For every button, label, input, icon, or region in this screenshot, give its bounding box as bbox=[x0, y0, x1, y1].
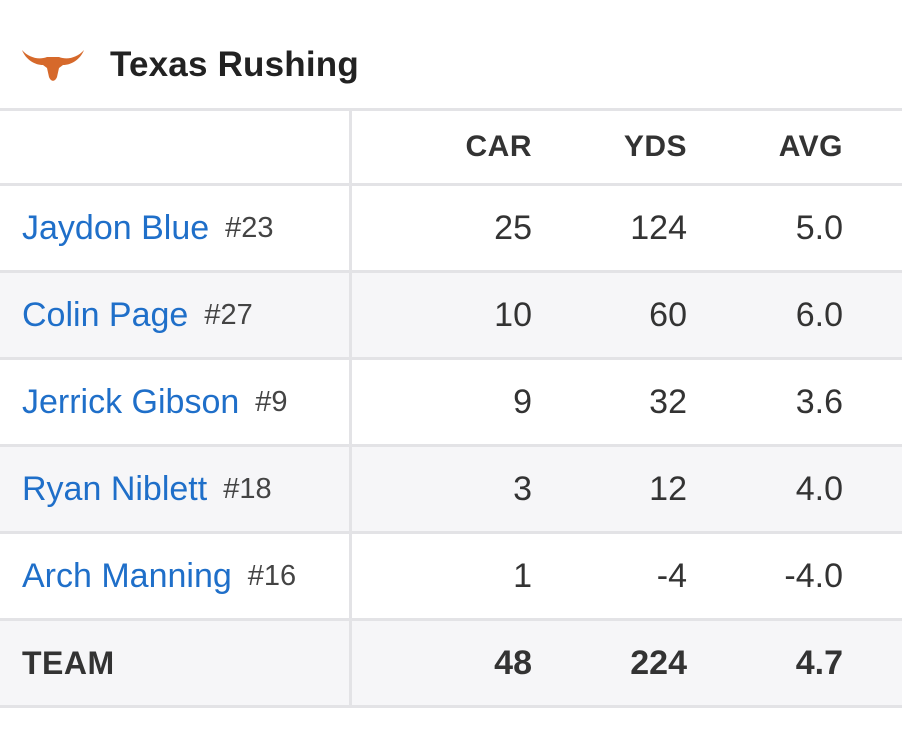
table-header-row: CAR YDS AVG bbox=[0, 111, 902, 186]
player-number: #16 bbox=[247, 559, 297, 592]
avg-value: 3.6 bbox=[795, 382, 843, 421]
yds-value: 60 bbox=[649, 295, 687, 334]
player-cell: Jerrick Gibson #9 bbox=[0, 360, 352, 444]
player-cell: Colin Page #27 bbox=[0, 273, 352, 357]
car-value: 1 bbox=[513, 556, 532, 595]
header-name-cell bbox=[0, 111, 352, 183]
avg-value: -4.0 bbox=[784, 556, 843, 595]
table-row: Ryan Niblett #18 3 12 4.0 bbox=[0, 447, 902, 534]
rushing-table: CAR YDS AVG Jaydon Blue #23 25 124 5.0 C… bbox=[0, 108, 902, 708]
column-header-avg[interactable]: AVG bbox=[778, 130, 843, 163]
avg-value: 6.0 bbox=[795, 295, 843, 334]
player-number: #9 bbox=[255, 385, 288, 418]
team-label-cell: TEAM bbox=[0, 621, 352, 705]
team-yds-value: 224 bbox=[630, 643, 687, 682]
team-car-value: 48 bbox=[494, 643, 532, 682]
column-header-yds[interactable]: YDS bbox=[623, 130, 687, 163]
yds-value: 124 bbox=[630, 208, 687, 247]
player-number: #18 bbox=[223, 472, 272, 505]
yds-value: 12 bbox=[649, 469, 687, 508]
avg-value: 5.0 bbox=[795, 208, 843, 247]
player-name-link[interactable]: Colin Page bbox=[22, 295, 189, 334]
table-row: Jaydon Blue #23 25 124 5.0 bbox=[0, 186, 902, 273]
player-name-link[interactable]: Jerrick Gibson bbox=[22, 382, 240, 421]
player-name-link[interactable]: Arch Manning bbox=[22, 556, 232, 595]
player-cell: Jaydon Blue #23 bbox=[0, 186, 352, 270]
car-value: 25 bbox=[494, 208, 532, 247]
table-row: Colin Page #27 10 60 6.0 bbox=[0, 273, 902, 360]
player-name-link[interactable]: Jaydon Blue bbox=[22, 208, 210, 247]
page-title: Texas Rushing bbox=[110, 45, 359, 84]
car-value: 3 bbox=[513, 469, 532, 508]
player-number: #23 bbox=[225, 211, 274, 244]
car-value: 10 bbox=[494, 295, 532, 334]
longhorn-logo-icon bbox=[22, 50, 84, 81]
avg-value: 4.0 bbox=[795, 469, 843, 508]
player-number: #27 bbox=[204, 298, 253, 331]
player-name-link[interactable]: Ryan Niblett bbox=[22, 469, 208, 508]
yds-value: 32 bbox=[649, 382, 687, 421]
stats-header: Texas Rushing bbox=[0, 0, 902, 108]
yds-value: -4 bbox=[656, 556, 687, 595]
car-value: 9 bbox=[513, 382, 532, 421]
team-avg-value: 4.7 bbox=[795, 643, 843, 682]
table-row: Arch Manning #16 1 -4 -4.0 bbox=[0, 534, 902, 621]
player-cell: Arch Manning #16 bbox=[0, 534, 352, 618]
column-header-car[interactable]: CAR bbox=[465, 130, 532, 163]
player-cell: Ryan Niblett #18 bbox=[0, 447, 352, 531]
table-row: Jerrick Gibson #9 9 32 3.6 bbox=[0, 360, 902, 447]
team-total-row: TEAM 48 224 4.7 bbox=[0, 621, 902, 708]
team-label: TEAM bbox=[22, 644, 115, 681]
